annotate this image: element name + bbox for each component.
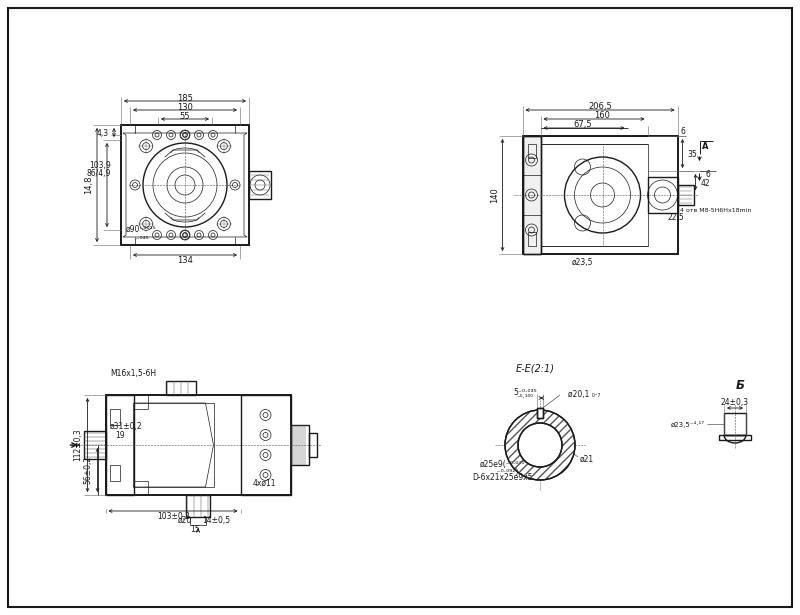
- Bar: [724, 413, 746, 435]
- Text: ø90⁻⁰⁰¹⁵
    ⁻⁰⁴⁵: ø90⁻⁰⁰¹⁵ ⁻⁰⁴⁵: [126, 225, 157, 244]
- Text: 6: 6: [705, 170, 710, 178]
- Text: ø21: ø21: [580, 454, 594, 464]
- Circle shape: [518, 423, 562, 467]
- Circle shape: [505, 410, 575, 480]
- Text: 15: 15: [190, 525, 200, 533]
- Bar: [647, 177, 678, 213]
- Text: 55: 55: [180, 111, 190, 121]
- Text: 14±0,5: 14±0,5: [202, 517, 230, 525]
- Bar: [522, 136, 541, 254]
- Bar: [678, 185, 694, 205]
- Text: 24±0,3: 24±0,3: [721, 397, 749, 407]
- Text: 185: 185: [177, 93, 193, 103]
- Text: ø23,5: ø23,5: [572, 258, 594, 266]
- Text: 140: 140: [490, 187, 499, 203]
- Bar: [522, 136, 678, 254]
- Bar: [522, 136, 541, 254]
- Text: A: A: [702, 141, 709, 151]
- Text: ⁻⁰·¹⁰⁰: ⁻⁰·¹⁰⁰: [517, 394, 534, 400]
- Text: 6: 6: [680, 127, 685, 135]
- Text: ø20,1 ₀⋅₇: ø20,1 ₀⋅₇: [568, 389, 600, 399]
- Bar: [134, 403, 214, 487]
- Text: 160: 160: [594, 111, 610, 119]
- Bar: [527, 232, 535, 246]
- Bar: [241, 395, 290, 495]
- Bar: [106, 395, 134, 495]
- Text: 5⁻⁰·⁰³⁵: 5⁻⁰·⁰³⁵: [513, 387, 537, 397]
- Text: 86/4,9: 86/4,9: [86, 169, 111, 178]
- Text: E-E(2:1): E-E(2:1): [515, 363, 554, 373]
- Text: 103±0,2: 103±0,2: [157, 512, 190, 522]
- Text: 206,5: 206,5: [588, 101, 612, 111]
- Bar: [527, 144, 535, 158]
- Text: 4,3: 4,3: [97, 129, 109, 138]
- Bar: [121, 125, 249, 245]
- Text: ⁻⁰·⁰⁹²): ⁻⁰·⁰⁹²): [480, 467, 518, 477]
- Bar: [538, 408, 542, 418]
- Text: 42: 42: [701, 178, 710, 188]
- Bar: [134, 481, 147, 495]
- Text: ø23,5⁻⁴·¹⁷: ø23,5⁻⁴·¹⁷: [671, 421, 705, 427]
- Text: M16x1,5-6H: M16x1,5-6H: [110, 368, 157, 378]
- Text: ø31±0,2: ø31±0,2: [110, 423, 142, 432]
- Text: 134: 134: [177, 255, 193, 264]
- Text: ø20: ø20: [178, 515, 192, 525]
- Bar: [309, 433, 317, 457]
- Text: D-6x21x25e9x5: D-6x21x25e9x5: [472, 472, 533, 482]
- Text: 35: 35: [688, 149, 698, 159]
- Bar: [190, 517, 206, 525]
- Bar: [249, 171, 271, 199]
- Bar: [166, 381, 195, 395]
- Text: 130: 130: [177, 103, 193, 111]
- Text: 103,9: 103,9: [90, 161, 111, 170]
- Bar: [541, 144, 647, 246]
- Text: ø25e9(⁻⁰·⁰⁴⁰: ø25e9(⁻⁰·⁰⁴⁰: [480, 461, 526, 469]
- Bar: [110, 409, 119, 425]
- Text: 112±0,3: 112±0,3: [73, 429, 82, 461]
- Text: 14,8: 14,8: [85, 176, 94, 194]
- Bar: [719, 435, 751, 440]
- Bar: [290, 425, 309, 465]
- Bar: [83, 431, 106, 459]
- Text: Б: Б: [735, 378, 745, 392]
- Bar: [134, 395, 147, 409]
- Bar: [186, 495, 210, 517]
- Bar: [110, 465, 119, 481]
- Text: 22,5: 22,5: [667, 213, 684, 221]
- Text: 56±0,2: 56±0,2: [83, 456, 92, 484]
- Bar: [106, 395, 290, 495]
- Text: 4 отв M8-5H6Hx18min: 4 отв M8-5H6Hx18min: [679, 207, 751, 213]
- Text: 4xø11: 4xø11: [253, 478, 277, 488]
- Bar: [538, 408, 542, 418]
- Text: 67,5: 67,5: [573, 119, 592, 129]
- Text: 19: 19: [116, 430, 126, 440]
